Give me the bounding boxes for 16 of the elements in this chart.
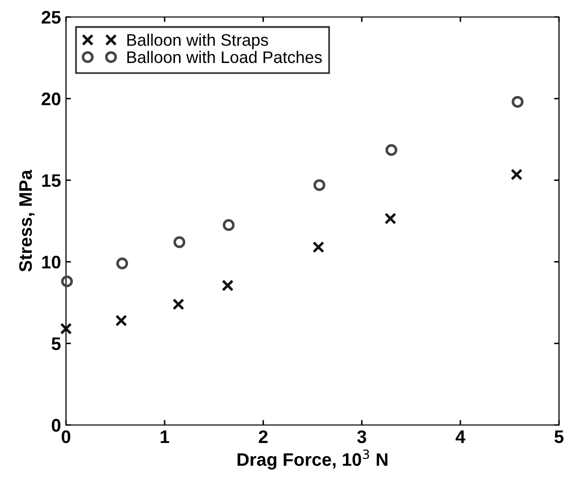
x-tick-label: 3: [357, 430, 366, 444]
x-tick-label: 2: [258, 430, 268, 443]
y-tick-label: 10: [42, 256, 60, 269]
y-tick-label: 5: [52, 338, 61, 350]
x-axis-title: Drag Force, 10$^{3}$ N: [238, 449, 388, 470]
y-tick-label: 15: [42, 174, 61, 187]
y-tick-label: 20: [42, 92, 60, 106]
y-tick-label: 25: [42, 10, 61, 24]
legend-label: Balloon with Straps: [127, 34, 268, 50]
y-tick-label: 0: [52, 418, 60, 432]
x-tick-label: 5: [554, 430, 564, 444]
legend-label: Balloon with Load Patches: [127, 50, 322, 64]
x-tick-label: 1: [160, 430, 170, 443]
x-tick-label: 0: [62, 430, 70, 444]
x-tick-label: 4: [456, 430, 466, 443]
y-axis-title: Stress, MPa: [19, 170, 35, 272]
